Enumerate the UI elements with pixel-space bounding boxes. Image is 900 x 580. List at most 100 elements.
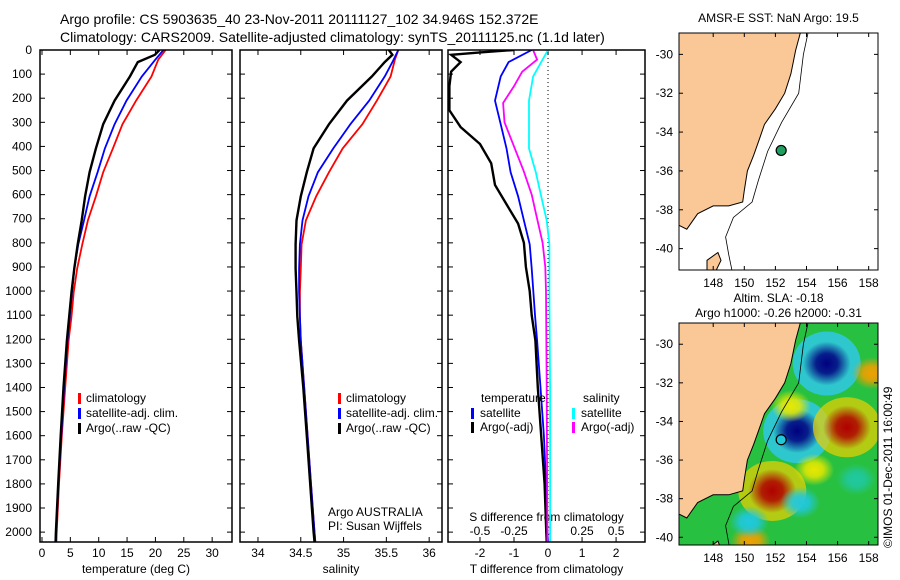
map-sst: -30 -32 -34 -36 -38 -40 148 150 152 154 156 158 AMSR… [656,11,879,290]
depth-tick-label: 800 [12,236,32,250]
legend-label: satellite [480,406,521,420]
x-tick-label: 34.5 [289,546,313,560]
lat-tick-label: -36 [656,164,674,178]
legend-swatch [471,422,474,433]
legend-swatch [338,408,341,419]
depth-tick-label: 1800 [5,477,32,491]
x-tick-label: 2 [613,546,620,560]
legend-swatch [78,408,81,419]
lat-tick-label: -34 [656,125,674,139]
lon-tick-label: 156 [828,551,848,565]
legend-label: satellite-adj. clim. [346,406,438,420]
sla-anomaly [851,357,878,390]
depth-tick-label: 1000 [5,284,32,298]
x-axis-label: salinity [323,562,360,576]
x-tick-label: 30 [205,546,219,560]
s-tick-label: 0.25 [570,524,594,538]
legend-swatch [338,423,341,434]
map-frame [678,322,879,546]
legend-heading-salinity: salinity [583,391,620,405]
legend-label: Argo(..raw -QC) [346,421,431,435]
lat-tick-label: -40 [656,530,674,544]
panel-frame [447,49,646,543]
legend-swatch [338,393,341,404]
depth-tick-label: 1500 [5,405,32,419]
depth-tick-label: 300 [12,115,32,129]
legend-label: climatology [86,391,146,405]
map-frame [678,32,879,271]
x-tick-label: 0 [545,546,552,560]
x-tick-label: 25 [177,546,191,560]
sla-anomaly [822,405,871,450]
depth-tick-label: 900 [12,260,32,274]
x-tick-label: -1 [509,546,520,560]
lon-tick-label: 156 [828,276,848,290]
series-line-satellite-adj-clim- [298,50,400,542]
map-sla: -30 -32 -34 -36 -38 -40 148 150 152 154 156 158 Alti… [656,291,879,565]
lon-tick-label: 148 [703,551,723,565]
sla-anomaly [794,453,835,486]
depth-tick-label: 1600 [5,429,32,443]
legend-swatch [572,422,575,433]
map-title: Argo h1000: -0.26 h2000: -0.31 [695,306,862,320]
lat-tick-label: -30 [656,47,674,61]
depth-tick-label: 200 [12,91,32,105]
imos-stamp: ©IMOS 01-Dec-2011 16:00:49 [881,386,895,548]
lat-tick-label: -38 [656,492,674,506]
island [706,251,722,270]
map-title: AMSR-E SST: NaN Argo: 19.5 [698,11,859,25]
map-content [679,323,878,545]
lon-tick-label: 158 [859,276,879,290]
legend-label: climatology [346,391,406,405]
s-tick-label: -0.25 [500,524,528,538]
x-tick-label: 35.5 [375,546,399,560]
title-line-2: Climatology: CARS2009. Satellite-adjuste… [60,29,605,45]
land [679,33,801,230]
x-tick-label: 35 [337,546,351,560]
float-position-marker [775,434,787,446]
lat-tick-label: -30 [656,337,674,351]
lat-tick-label: -40 [656,242,674,256]
sla-anomaly [802,341,851,386]
maps: -30 -32 -34 -36 -38 -40 148 150 152 154 156 158 AMSR… [656,11,879,565]
depth-tick-label: 1300 [5,356,32,370]
series-line-argo-raw-qc- [294,50,394,542]
legend-label: Argo(..raw -QC) [86,421,171,435]
lat-tick-label: -34 [656,414,674,428]
x-tick-label: 0 [39,546,46,560]
title-line-1: Argo profile: CS 5903635_40 23-Nov-2011 … [60,11,538,27]
series-line-s-satellite [528,50,551,542]
lon-tick-label: 148 [703,276,723,290]
depth-tick-label: 1200 [5,332,32,346]
series-line-t-argo-adj- [448,50,548,542]
difference-panel: -2 -1 0 1 2 T difference from climatology -0.5… [447,49,646,576]
series-line-s-argo-adj- [502,50,549,542]
depth-tick-label: 2000 [5,525,32,539]
sla-anomaly [728,505,769,538]
lon-tick-label: 152 [765,551,785,565]
lat-tick-label: -32 [656,86,674,100]
lat-tick-label: -38 [656,203,674,217]
x-tick-label: 36 [422,546,436,560]
x-axis-label: temperature (deg C) [82,562,190,576]
temperature-panel: 0100200300400500600700800900100011001200… [5,43,233,576]
x-axis-label: T difference from climatology [470,562,624,576]
legend-label: satellite-adj. clim. [86,406,178,420]
series-line-argo-raw-qc- [54,50,161,542]
map-content [679,33,878,270]
lon-tick-label: 158 [859,551,879,565]
legend-label: Argo(-adj) [581,420,634,434]
panel-frame [239,49,443,543]
depth-tick-label: 1700 [5,453,32,467]
depth-tick-label: 400 [12,139,32,153]
depth-tick-label: 700 [12,212,32,226]
x-tick-label: 5 [67,546,74,560]
depth-tick-label: 100 [12,67,32,81]
depth-tick-label: 1400 [5,380,32,394]
series-line-climatology [55,50,167,542]
lat-tick-label: -32 [656,376,674,390]
sla-anomaly [836,463,877,496]
series-line-t-satellite [494,50,549,542]
panel-frame [39,49,233,543]
